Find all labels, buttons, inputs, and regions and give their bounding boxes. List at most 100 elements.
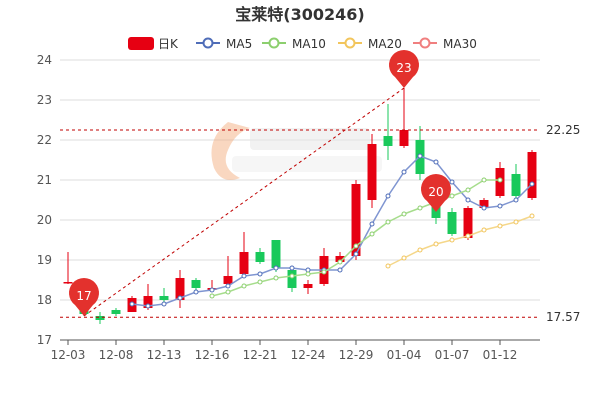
marker-pin <box>421 174 452 212</box>
candle-body <box>351 184 361 256</box>
ma10-point <box>369 231 375 237</box>
ma20-point <box>385 263 391 269</box>
y-tick-label: 20 <box>37 213 52 227</box>
candle-body <box>287 270 297 288</box>
candle-body <box>335 256 345 262</box>
candle-body <box>447 212 457 234</box>
ma10-point <box>225 289 231 295</box>
ma5-point <box>433 159 439 165</box>
ma20-point <box>481 227 487 233</box>
candle-body <box>255 252 265 262</box>
x-tick-label: 12-21 <box>243 348 278 362</box>
ma5-point <box>161 301 167 307</box>
candle-body <box>367 144 377 200</box>
y-tick-label: 24 <box>37 53 52 67</box>
candle-body <box>175 278 185 300</box>
candle-body <box>463 208 473 238</box>
ma5-point <box>401 169 407 175</box>
reference-label: 22.25 <box>546 123 580 137</box>
moving-average-lines <box>129 153 535 309</box>
x-tick-label: 12-24 <box>291 348 326 362</box>
candle-body <box>303 284 313 288</box>
legend-label: 日K <box>158 37 179 51</box>
ma10-point <box>417 205 423 211</box>
ma10-point <box>353 243 359 249</box>
ma5-point <box>257 271 263 277</box>
y-tick-label: 22 <box>37 133 52 147</box>
ma5-point <box>337 267 343 273</box>
watermark-logo <box>211 122 382 181</box>
candles <box>63 88 537 324</box>
ma5-point <box>129 301 135 307</box>
watermark-swoosh <box>211 122 250 181</box>
ma10-point <box>337 259 343 265</box>
markers: 17 23 20 <box>69 50 452 316</box>
legend-label: MA5 <box>226 37 252 51</box>
ma5-point <box>177 295 183 301</box>
candle-body <box>191 280 201 288</box>
ma10-point <box>321 269 327 275</box>
marker-label: 23 <box>396 61 411 75</box>
ma10-point <box>401 211 407 217</box>
candle-body <box>95 316 105 320</box>
ma20-point <box>433 241 439 247</box>
ma5-line <box>131 155 533 307</box>
x-axis: 12-03 12-08 12-13 12-16 12-21 12-24 12-29 01-04… <box>51 340 517 362</box>
legend-label: MA30 <box>443 37 477 51</box>
ma10-point <box>481 177 487 183</box>
candle-body <box>111 310 121 314</box>
candle-body <box>511 174 521 196</box>
watermark-mark-2 <box>232 156 382 172</box>
candle-body <box>239 252 249 274</box>
marker-pin <box>389 50 419 88</box>
ma10-point <box>257 279 263 285</box>
watermark-mark <box>250 128 370 150</box>
ma10-point <box>289 273 295 279</box>
y-tick-label: 19 <box>37 253 52 267</box>
ma5-point <box>481 205 487 211</box>
ma5-point <box>193 289 199 295</box>
ma5-point <box>209 287 215 293</box>
ma10-point <box>449 193 455 199</box>
legend-marker-2 <box>268 37 280 49</box>
x-tick-label: 01-04 <box>387 348 422 362</box>
ma10-point <box>241 283 247 289</box>
legend-marker-1 <box>202 37 214 49</box>
x-tick-label: 12-29 <box>339 348 374 362</box>
reference-lines: 22.25 17.57 <box>60 87 580 324</box>
candle-body <box>223 276 233 284</box>
candle-body <box>143 296 153 308</box>
ma5-point <box>353 251 359 257</box>
ma10-point <box>497 177 503 183</box>
legend-label: MA20 <box>368 37 402 51</box>
candle-body <box>383 136 393 146</box>
legend-marker-4 <box>419 37 431 49</box>
ma5-point <box>417 153 423 159</box>
marker-pin <box>69 278 99 316</box>
legend-label: MA10 <box>292 37 326 51</box>
ma5-point <box>305 267 311 273</box>
ma5-point <box>385 193 391 199</box>
ma5-point <box>529 181 535 187</box>
legend-marker-3 <box>344 37 356 49</box>
ma10-point <box>385 219 391 225</box>
ma5-point <box>289 265 295 271</box>
legend-marker-day-k <box>128 37 154 50</box>
marker-label: 17 <box>76 289 91 303</box>
ma5-point <box>465 197 471 203</box>
x-tick-label: 12-13 <box>147 348 182 362</box>
ma5-point <box>513 197 519 203</box>
ma5-point <box>273 265 279 271</box>
ma20-point <box>417 247 423 253</box>
candle-body <box>63 282 73 284</box>
ma20-point <box>497 223 503 229</box>
y-tick-label: 21 <box>37 173 52 187</box>
marker-label: 20 <box>428 185 443 199</box>
ma5-point <box>225 283 231 289</box>
y-tick-label: 23 <box>37 93 52 107</box>
ma5-point <box>369 221 375 227</box>
reference-label: 17.57 <box>546 310 580 324</box>
y-tick-label: 17 <box>37 333 52 347</box>
ma10-point <box>465 187 471 193</box>
